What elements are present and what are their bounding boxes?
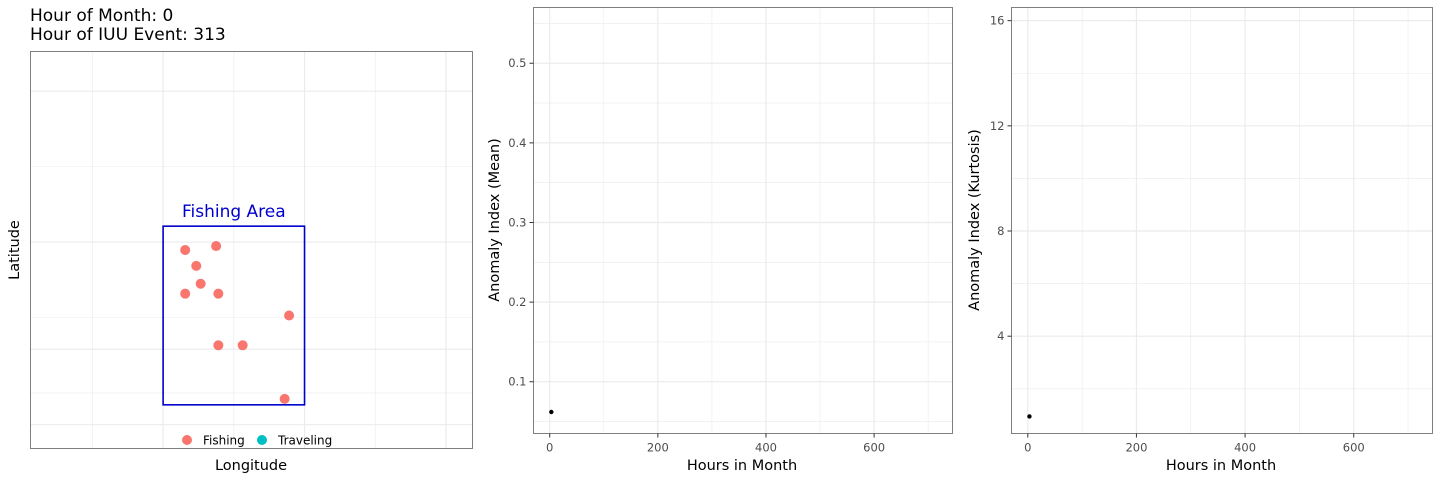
mean-axis-ticks: 0 200 400 600 0.1 0.2 0.3 0.4 0.5: [508, 56, 885, 454]
fishing-point: [211, 241, 222, 252]
fishing-area-box: [162, 225, 306, 406]
mean-x-axis-title: Hours in Month: [687, 458, 797, 474]
mean-point: [549, 409, 554, 415]
kurtosis-y-axis-title: Anomaly Index (Kurtosis): [967, 129, 983, 311]
mean-plot-border: [533, 7, 953, 434]
mean-x-tick-label: 0: [546, 441, 553, 455]
kurtosis-x-tick-label: 400: [1234, 441, 1256, 455]
fishing-point: [180, 288, 191, 299]
kurtosis-point: [1027, 414, 1032, 419]
mean-x-tick-label: 600: [863, 441, 885, 455]
map-title-line-1: Hour of Month: 0: [30, 6, 173, 26]
map-panel: Hour of Month: 0 Hour of IUU Event: 313 …: [7, 6, 473, 474]
kurtosis-x-tick-label: 200: [1125, 441, 1147, 455]
kurtosis-plot-border: [1011, 7, 1433, 434]
kurtosis-points: [1027, 414, 1032, 419]
kurtosis-axis-ticks: 0 200 400 600 4 8 12 16: [990, 14, 1365, 455]
fishing-point: [213, 288, 224, 299]
mean-y-axis-title: Anomaly Index (Mean): [487, 138, 503, 302]
map-y-axis-title: Latitude: [7, 220, 23, 280]
fishing-point: [213, 340, 224, 351]
kurtosis-y-tick-label: 4: [997, 329, 1004, 343]
mean-x-tick-label: 200: [647, 441, 669, 455]
map-plot-border: [30, 51, 473, 449]
kurtosis-gridlines: [1011, 7, 1433, 434]
fishing-area-label: Fishing Area: [182, 202, 286, 222]
kurtosis-y-tick-label: 16: [990, 14, 1005, 28]
map-points: [180, 241, 295, 404]
legend-key-traveling: [257, 435, 267, 445]
map-legend: Fishing Traveling: [182, 434, 332, 448]
legend-label-fishing: Fishing: [203, 434, 245, 448]
mean-gridlines: [533, 7, 953, 434]
fishing-point: [191, 260, 202, 271]
mean-y-tick-label: 0.2: [508, 295, 526, 309]
map-title-line-2: Hour of IUU Event: 313: [30, 25, 226, 45]
kurtosis-panel: 0 200 400 600 4 8 12 16 Hours in Month Anomaly …: [967, 7, 1433, 474]
kurtosis-y-tick-label: 8: [997, 224, 1004, 238]
mean-points: [549, 409, 554, 415]
kurtosis-x-axis-title: Hours in Month: [1166, 458, 1276, 474]
fishing-point: [195, 278, 206, 289]
mean-x-tick-label: 400: [755, 441, 777, 455]
fishing-point: [279, 393, 290, 404]
legend-label-traveling: Traveling: [277, 434, 332, 448]
map-x-axis-title: Longitude: [215, 458, 287, 474]
mean-y-tick-label: 0.3: [508, 215, 526, 229]
kurtosis-x-tick-label: 0: [1024, 441, 1031, 455]
mean-y-tick-label: 0.4: [508, 136, 526, 150]
fishing-area: Fishing Area: [162, 202, 306, 406]
mean-panel: 0 200 400 600 0.1 0.2 0.3 0.4 0.5 Hours in Month…: [487, 7, 953, 474]
mean-y-tick-label: 0.5: [508, 56, 526, 70]
kurtosis-y-tick-label: 12: [990, 119, 1005, 133]
fishing-point: [284, 310, 295, 321]
kurtosis-x-tick-label: 600: [1343, 441, 1365, 455]
fishing-point: [237, 340, 248, 351]
legend-key-fishing: [182, 435, 192, 445]
mean-y-tick-label: 0.1: [508, 375, 526, 389]
fishing-point: [180, 245, 191, 255]
map-gridlines: [30, 51, 473, 449]
